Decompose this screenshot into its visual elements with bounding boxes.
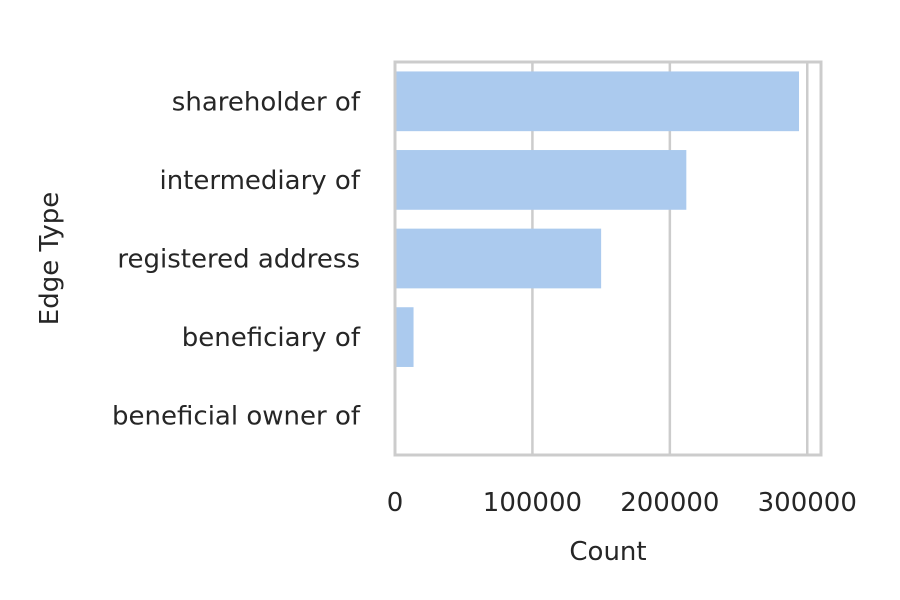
- y-axis-label: Edge Type: [35, 192, 65, 325]
- x-tick-label-3: 300000: [758, 488, 857, 518]
- y-tick-label-beneficial-owner-of: beneficial owner of: [112, 402, 361, 432]
- x-tick-label-2: 200000: [620, 488, 719, 518]
- y-tick-labels: shareholder of intermediary of registered …: [112, 87, 361, 431]
- x-axis-label: Count: [569, 537, 646, 567]
- plot-frame: [393, 60, 823, 457]
- y-tick-label-intermediary-of: intermediary of: [159, 166, 360, 196]
- y-tick-label-registered-address: registered address: [117, 245, 360, 275]
- x-tick-label-1: 100000: [483, 488, 582, 518]
- bar-registered-address: [395, 228, 602, 289]
- bars: [395, 71, 800, 367]
- x-tick-label-0: 0: [387, 488, 404, 518]
- bar-intermediary-of: [395, 150, 687, 210]
- y-tick-label-beneficiary-of: beneficiary of: [182, 323, 361, 353]
- x-tick-labels: 0 100000 200000 300000: [387, 488, 857, 518]
- y-tick-label-shareholder-of: shareholder of: [172, 87, 361, 117]
- bar-shareholder-of: [395, 71, 800, 132]
- bar-beneficiary-of: [395, 307, 414, 367]
